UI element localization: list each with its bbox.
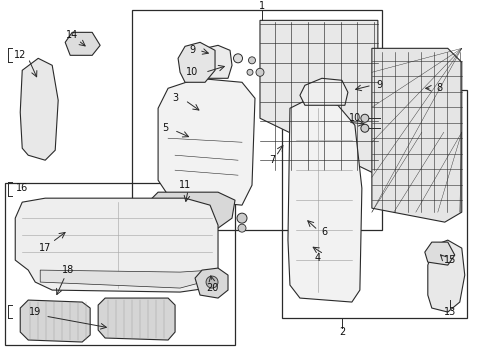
Circle shape [248, 57, 255, 64]
Circle shape [238, 224, 245, 232]
Polygon shape [299, 78, 347, 105]
Text: 7: 7 [268, 155, 275, 165]
Text: 14: 14 [66, 30, 78, 40]
Text: 10: 10 [185, 67, 198, 77]
Text: 3: 3 [172, 93, 178, 103]
Circle shape [246, 69, 252, 75]
Polygon shape [148, 192, 235, 228]
Polygon shape [40, 270, 212, 288]
Text: 19: 19 [29, 307, 41, 317]
Text: 13: 13 [443, 307, 455, 317]
Text: 18: 18 [62, 265, 74, 275]
Polygon shape [198, 45, 231, 78]
Text: 9: 9 [188, 45, 195, 55]
Polygon shape [20, 58, 58, 160]
Polygon shape [371, 48, 461, 222]
Text: 9: 9 [376, 80, 382, 90]
Polygon shape [98, 298, 175, 340]
Circle shape [233, 54, 242, 63]
Text: 20: 20 [205, 283, 218, 293]
Text: 10: 10 [348, 113, 360, 123]
Circle shape [360, 114, 368, 122]
Polygon shape [158, 78, 254, 205]
Circle shape [255, 68, 264, 76]
Polygon shape [260, 21, 377, 175]
Polygon shape [424, 242, 454, 265]
Text: 17: 17 [39, 243, 51, 253]
Text: 16: 16 [16, 183, 28, 193]
Polygon shape [178, 42, 215, 82]
Bar [282, 90, 466, 318]
Text: 2: 2 [338, 327, 345, 337]
Circle shape [360, 124, 368, 132]
Polygon shape [195, 268, 227, 298]
Polygon shape [65, 32, 100, 55]
Text: 4: 4 [314, 253, 320, 263]
Bar [5, 183, 235, 345]
Text: 6: 6 [321, 227, 327, 237]
Polygon shape [15, 198, 218, 292]
Circle shape [237, 213, 246, 223]
Text: 1: 1 [258, 1, 264, 12]
Text: 11: 11 [179, 180, 191, 190]
Circle shape [205, 276, 218, 288]
Text: 15: 15 [443, 255, 455, 265]
Polygon shape [427, 240, 464, 312]
Polygon shape [20, 300, 90, 342]
Text: 12: 12 [14, 50, 26, 60]
Polygon shape [287, 98, 361, 302]
Bar [132, 10, 381, 230]
Text: 5: 5 [162, 123, 168, 133]
Text: 8: 8 [436, 83, 442, 93]
